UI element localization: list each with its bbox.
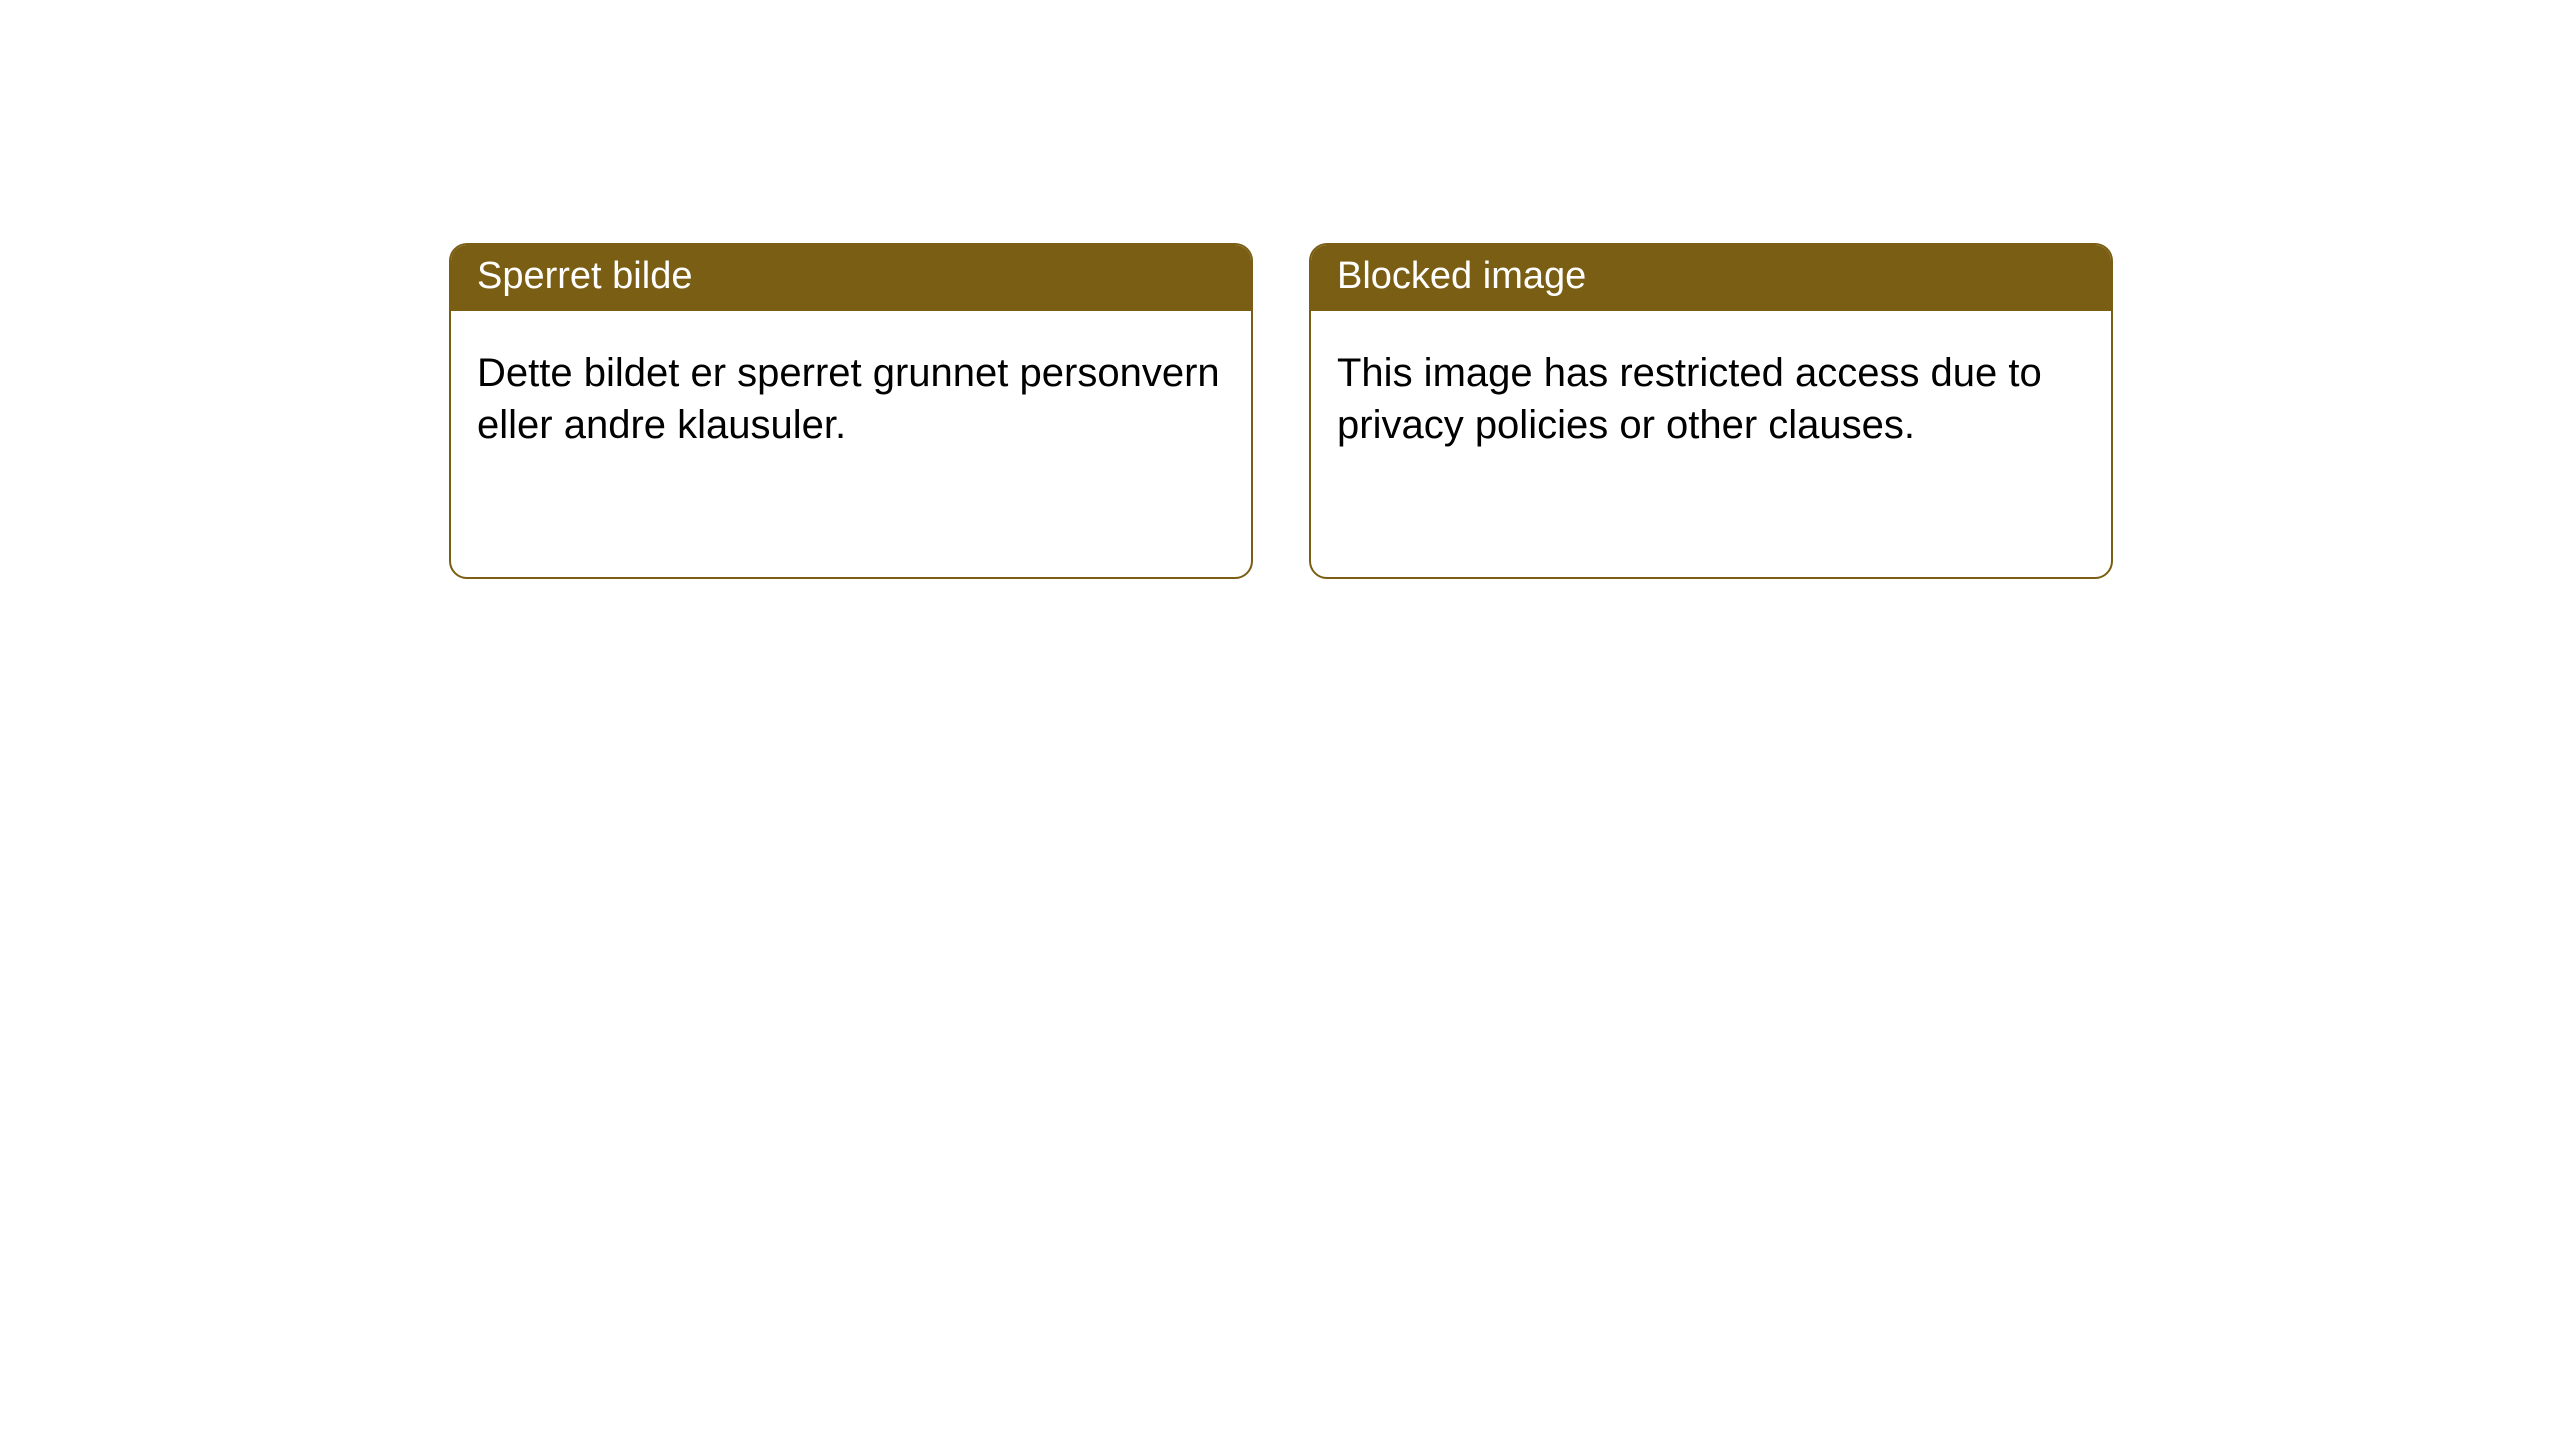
notice-card-norwegian: Sperret bilde Dette bildet er sperret gr… bbox=[449, 243, 1253, 579]
notice-card-body: This image has restricted access due to … bbox=[1311, 311, 2111, 477]
notice-container: Sperret bilde Dette bildet er sperret gr… bbox=[0, 0, 2560, 579]
notice-card-body: Dette bildet er sperret grunnet personve… bbox=[451, 311, 1251, 477]
notice-card-header: Blocked image bbox=[1311, 245, 2111, 311]
notice-card-english: Blocked image This image has restricted … bbox=[1309, 243, 2113, 579]
notice-card-header: Sperret bilde bbox=[451, 245, 1251, 311]
